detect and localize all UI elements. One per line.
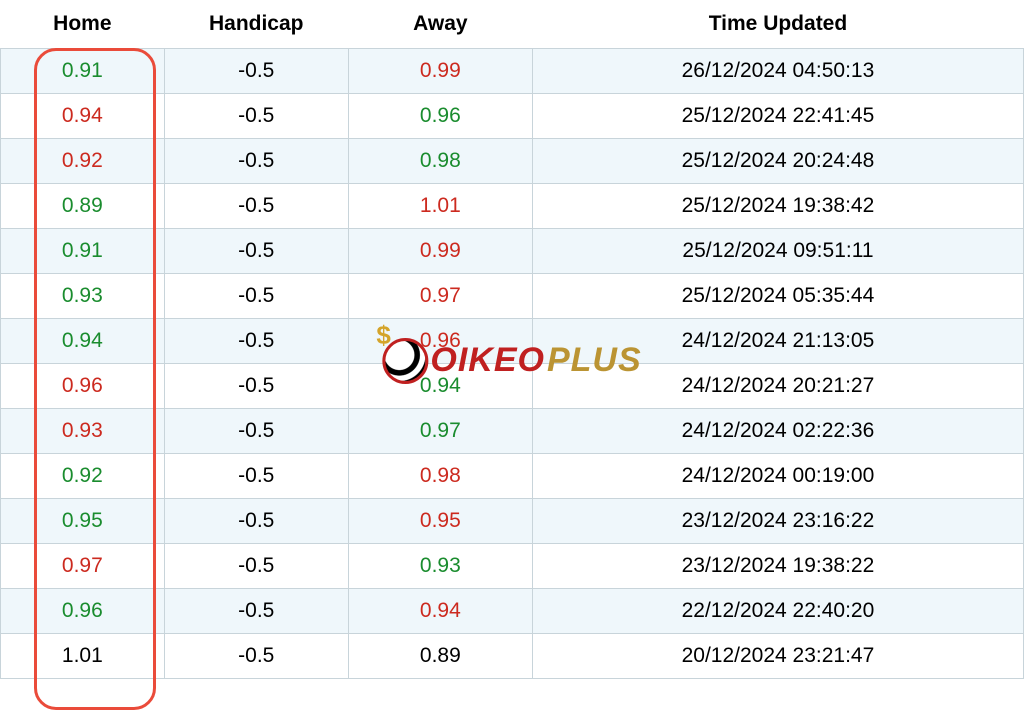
- table-row: 1.01-0.50.8920/12/2024 23:21:47: [1, 634, 1024, 679]
- cell-home: 0.92: [1, 139, 165, 184]
- table-row: 0.94-0.50.9625/12/2024 22:41:45: [1, 94, 1024, 139]
- cell-away: 0.94: [348, 589, 532, 634]
- cell-away: 0.98: [348, 139, 532, 184]
- cell-away: 0.99: [348, 229, 532, 274]
- cell-home: 0.93: [1, 409, 165, 454]
- cell-away: 0.96: [348, 94, 532, 139]
- cell-handicap: -0.5: [164, 94, 348, 139]
- cell-away: 0.96: [348, 319, 532, 364]
- cell-time: 23/12/2024 23:16:22: [532, 499, 1023, 544]
- table-row: 0.89-0.51.0125/12/2024 19:38:42: [1, 184, 1024, 229]
- column-header-away: Away: [348, 0, 532, 49]
- cell-time: 22/12/2024 22:40:20: [532, 589, 1023, 634]
- cell-home: 0.89: [1, 184, 165, 229]
- cell-away: 0.89: [348, 634, 532, 679]
- column-header-handicap: Handicap: [164, 0, 348, 49]
- table-row: 0.92-0.50.9824/12/2024 00:19:00: [1, 454, 1024, 499]
- table-row: 0.91-0.50.9926/12/2024 04:50:13: [1, 49, 1024, 94]
- cell-handicap: -0.5: [164, 499, 348, 544]
- cell-time: 24/12/2024 21:13:05: [532, 319, 1023, 364]
- cell-home: 0.96: [1, 589, 165, 634]
- cell-handicap: -0.5: [164, 364, 348, 409]
- cell-home: 0.91: [1, 49, 165, 94]
- table-body: 0.91-0.50.9926/12/2024 04:50:130.94-0.50…: [1, 49, 1024, 679]
- cell-home: 0.94: [1, 319, 165, 364]
- cell-home: 1.01: [1, 634, 165, 679]
- column-header-time: Time Updated: [532, 0, 1023, 49]
- cell-home: 0.91: [1, 229, 165, 274]
- table-row: 0.91-0.50.9925/12/2024 09:51:11: [1, 229, 1024, 274]
- cell-away: 0.95: [348, 499, 532, 544]
- cell-home: 0.93: [1, 274, 165, 319]
- table-row: 0.97-0.50.9323/12/2024 19:38:22: [1, 544, 1024, 589]
- cell-time: 25/12/2024 20:24:48: [532, 139, 1023, 184]
- table-header-row: Home Handicap Away Time Updated: [1, 0, 1024, 49]
- cell-time: 25/12/2024 05:35:44: [532, 274, 1023, 319]
- table-row: 0.95-0.50.9523/12/2024 23:16:22: [1, 499, 1024, 544]
- cell-handicap: -0.5: [164, 49, 348, 94]
- table-row: 0.96-0.50.9422/12/2024 22:40:20: [1, 589, 1024, 634]
- cell-time: 24/12/2024 02:22:36: [532, 409, 1023, 454]
- cell-time: 20/12/2024 23:21:47: [532, 634, 1023, 679]
- table-row: 0.96-0.50.9424/12/2024 20:21:27: [1, 364, 1024, 409]
- cell-handicap: -0.5: [164, 319, 348, 364]
- cell-away: 0.97: [348, 409, 532, 454]
- cell-handicap: -0.5: [164, 184, 348, 229]
- cell-handicap: -0.5: [164, 229, 348, 274]
- cell-away: 0.94: [348, 364, 532, 409]
- cell-handicap: -0.5: [164, 454, 348, 499]
- cell-time: 26/12/2024 04:50:13: [532, 49, 1023, 94]
- cell-time: 24/12/2024 00:19:00: [532, 454, 1023, 499]
- cell-handicap: -0.5: [164, 589, 348, 634]
- cell-handicap: -0.5: [164, 409, 348, 454]
- table-row: 0.93-0.50.9724/12/2024 02:22:36: [1, 409, 1024, 454]
- cell-home: 0.92: [1, 454, 165, 499]
- table-row: 0.93-0.50.9725/12/2024 05:35:44: [1, 274, 1024, 319]
- cell-home: 0.94: [1, 94, 165, 139]
- cell-handicap: -0.5: [164, 634, 348, 679]
- cell-home: 0.97: [1, 544, 165, 589]
- cell-home: 0.95: [1, 499, 165, 544]
- table-row: 0.94-0.50.9624/12/2024 21:13:05: [1, 319, 1024, 364]
- cell-home: 0.96: [1, 364, 165, 409]
- cell-handicap: -0.5: [164, 274, 348, 319]
- cell-time: 25/12/2024 19:38:42: [532, 184, 1023, 229]
- cell-time: 25/12/2024 09:51:11: [532, 229, 1023, 274]
- table-row: 0.92-0.50.9825/12/2024 20:24:48: [1, 139, 1024, 184]
- cell-away: 1.01: [348, 184, 532, 229]
- cell-time: 23/12/2024 19:38:22: [532, 544, 1023, 589]
- cell-handicap: -0.5: [164, 544, 348, 589]
- cell-time: 24/12/2024 20:21:27: [532, 364, 1023, 409]
- cell-away: 0.98: [348, 454, 532, 499]
- cell-away: 0.93: [348, 544, 532, 589]
- cell-away: 0.99: [348, 49, 532, 94]
- cell-away: 0.97: [348, 274, 532, 319]
- column-header-home: Home: [1, 0, 165, 49]
- odds-table: Home Handicap Away Time Updated 0.91-0.5…: [0, 0, 1024, 679]
- cell-time: 25/12/2024 22:41:45: [532, 94, 1023, 139]
- cell-handicap: -0.5: [164, 139, 348, 184]
